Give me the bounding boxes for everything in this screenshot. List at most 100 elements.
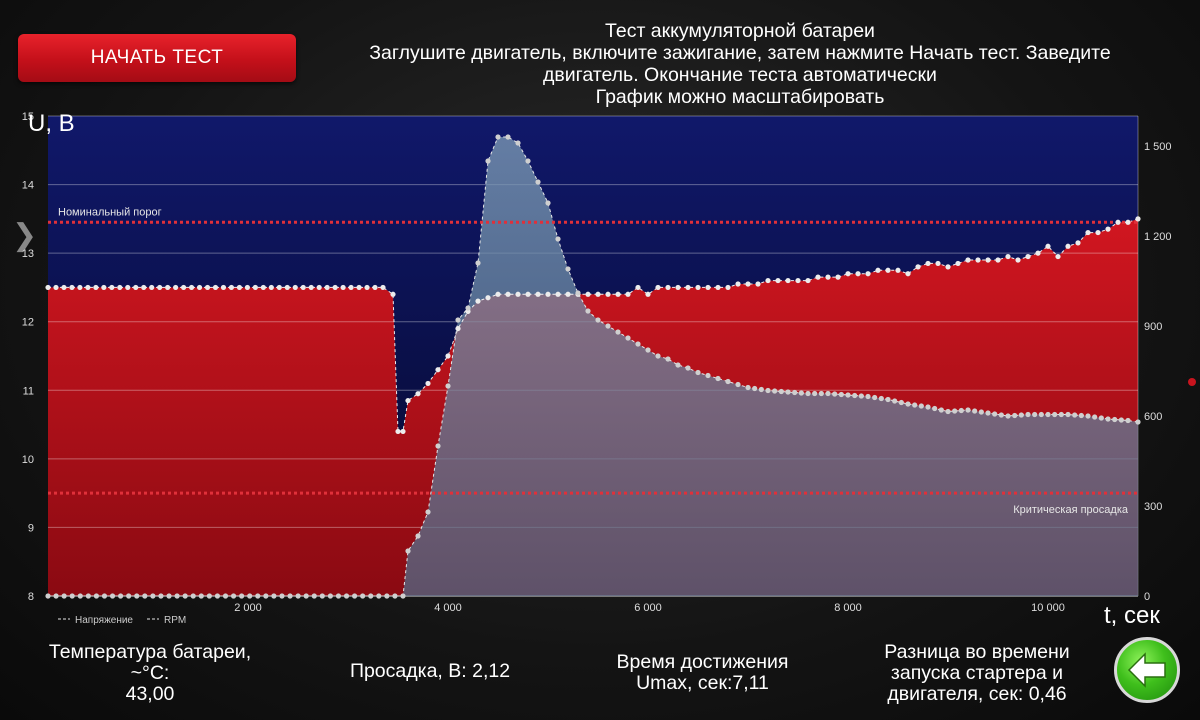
- legend-rpm-label: RPM: [164, 615, 186, 626]
- voltage-point: [485, 295, 491, 301]
- rpm-point: [1072, 412, 1078, 418]
- umax-label: Время достижения: [616, 651, 789, 673]
- voltage-point: [865, 271, 871, 277]
- voltage-point: [525, 291, 531, 297]
- rpm-point: [938, 407, 944, 413]
- voltage-point: [236, 284, 243, 291]
- rpm-point: [725, 378, 731, 385]
- voltage-point: [925, 260, 931, 267]
- voltage-point: [715, 284, 721, 291]
- rpm-point: [818, 390, 824, 397]
- rpm-point: [174, 593, 180, 599]
- voltage-point: [965, 257, 971, 263]
- voltage-point: [685, 284, 691, 291]
- rpm-point: [263, 593, 269, 599]
- rpm-point: [1052, 411, 1058, 418]
- voltage-point: [53, 284, 59, 291]
- chevron-right-icon[interactable]: ❯: [12, 219, 38, 252]
- start-test-button[interactable]: НАЧАТЬ ТЕСТ: [18, 34, 296, 82]
- rpm-point: [745, 384, 751, 391]
- rpm-point: [1098, 415, 1104, 421]
- voltage-point: [435, 367, 441, 373]
- rpm-point: [69, 593, 75, 599]
- rpm-point: [182, 593, 188, 599]
- rpm-point: [303, 593, 309, 599]
- voltage-point: [109, 284, 115, 291]
- rpm-point: [565, 266, 571, 272]
- voltage-point: [595, 291, 601, 297]
- rpm-point: [765, 387, 771, 394]
- y2-tick-label: 300: [1144, 501, 1162, 513]
- voltage-point: [133, 284, 139, 291]
- rpm-point: [311, 593, 317, 599]
- voltage-point: [945, 264, 951, 270]
- battery-temperature: Температура батареи, ~°C: 43,00: [30, 642, 270, 705]
- back-button[interactable]: [1114, 637, 1180, 703]
- instruction-line: двигатель. Окончание теста автоматически: [543, 64, 937, 86]
- rpm-point: [1025, 411, 1031, 418]
- rpm-point: [675, 362, 681, 368]
- voltage-point: [372, 284, 378, 291]
- rpm-point: [475, 260, 481, 266]
- voltage-point: [635, 284, 641, 291]
- rpm-point: [535, 179, 541, 185]
- voltage-point: [585, 291, 591, 297]
- x-tick-label: 4 000: [434, 602, 462, 614]
- voltage-point: [212, 284, 219, 291]
- rpm-point: [45, 593, 51, 599]
- voltage-point: [61, 284, 67, 291]
- voltage-point: [705, 284, 711, 291]
- temperature-label: Температура батареи,: [48, 641, 252, 663]
- rpm-point: [287, 593, 293, 599]
- rpm-point: [1012, 412, 1018, 419]
- rpm-point: [384, 593, 390, 599]
- voltage-point: [655, 284, 661, 291]
- arrow-left-icon: [1127, 652, 1166, 688]
- rpm-line: [48, 136, 1139, 597]
- voltage-point: [69, 284, 75, 291]
- voltage-point: [1135, 216, 1141, 222]
- voltage-point: [775, 277, 781, 284]
- voltage-point: [455, 325, 461, 332]
- y-tick-label: 11: [23, 385, 34, 397]
- voltage-point: [165, 284, 171, 291]
- rpm-point: [585, 308, 591, 314]
- voltage-point: [196, 284, 203, 291]
- voltage-point: [825, 274, 831, 280]
- rpm-point: [327, 593, 333, 599]
- voltage-point: [157, 284, 163, 291]
- voltage-point: [244, 284, 251, 291]
- voltage-point: [1115, 219, 1121, 225]
- voltage-point: [855, 271, 861, 277]
- threshold-label: Критическая просадка: [1013, 504, 1129, 516]
- y-tick-label: 10: [22, 454, 34, 466]
- y2-tick-label: 0: [1144, 591, 1150, 603]
- rpm-point: [505, 134, 511, 140]
- rpm-point: [858, 393, 864, 399]
- voltage-point: [1065, 243, 1071, 249]
- rpm-point: [912, 402, 918, 408]
- rpm-point: [435, 443, 441, 449]
- rpm-point: [798, 390, 804, 396]
- voltage-point: [316, 284, 322, 291]
- rpm-point: [898, 399, 904, 406]
- voltage-point: [745, 281, 751, 287]
- rpm-point: [575, 290, 581, 296]
- rpm-point: [230, 593, 237, 599]
- voltage-point: [1045, 243, 1051, 249]
- rpm-point: [295, 593, 301, 599]
- voltage-point: [625, 291, 631, 297]
- voltage-point: [645, 291, 651, 297]
- rpm-point: [812, 390, 818, 397]
- rpm-point: [1045, 411, 1051, 418]
- temperature-value: 43,00: [125, 683, 175, 705]
- rpm-point: [545, 200, 551, 206]
- rpm-point: [134, 593, 140, 599]
- rpm-point: [695, 369, 701, 376]
- voltage-point: [228, 284, 235, 291]
- voltage-point: [1035, 250, 1041, 256]
- voltage-point: [755, 281, 761, 287]
- voltage-point: [765, 277, 771, 284]
- rpm-point: [525, 158, 531, 164]
